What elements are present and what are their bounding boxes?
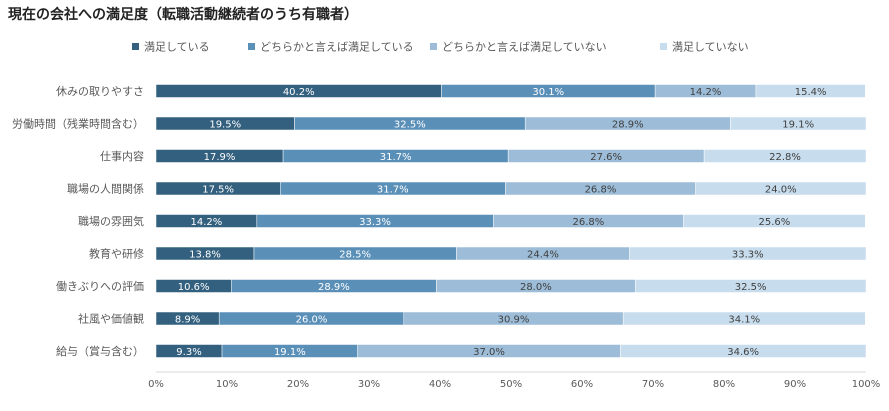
bar-segment (755, 84, 866, 98)
data-label: 9.3% (176, 347, 201, 358)
bar-segment (635, 279, 867, 293)
x-tick-label: 20% (287, 379, 309, 390)
legend-label-4: 満足していない (672, 41, 749, 54)
data-label: 24.0% (765, 184, 797, 195)
data-label: 33.3% (732, 249, 764, 260)
data-label: 31.7% (377, 184, 409, 195)
category-label: 働きぶりへの評価 (56, 279, 144, 293)
data-label: 22.8% (769, 152, 801, 163)
data-label: 34.1% (728, 314, 760, 325)
bar-segment (695, 181, 867, 196)
legend-swatch-1 (132, 43, 139, 50)
data-label: 26.0% (296, 314, 328, 325)
data-label: 31.7% (380, 152, 412, 163)
data-label: 10.6% (178, 282, 210, 293)
bar-segment (703, 149, 867, 163)
data-label: 34.6% (727, 347, 759, 358)
data-label: 13.8% (189, 249, 221, 260)
data-label: 37.0% (473, 347, 505, 358)
bar-segment (629, 246, 867, 261)
data-label: 40.2% (283, 87, 315, 98)
x-tick-label: 30% (358, 379, 380, 390)
legend-swatch-2 (248, 43, 255, 50)
category-label: 仕事内容 (100, 149, 144, 163)
data-label: 8.9% (175, 314, 200, 325)
data-label: 28.9% (318, 282, 350, 293)
data-label: 32.5% (394, 119, 426, 130)
category-label: 社風や価値観 (78, 312, 144, 326)
data-label: 28.0% (520, 282, 552, 293)
data-label: 28.5% (339, 249, 371, 260)
x-tick-label: 40% (429, 379, 451, 390)
data-label: 27.6% (590, 152, 622, 163)
data-label: 33.3% (359, 217, 391, 228)
category-label: 職場の人間関係 (67, 183, 144, 196)
data-label: 17.9% (204, 152, 236, 163)
x-tick-label: 60% (571, 379, 593, 390)
bar-segment (622, 311, 866, 326)
category-label: 職場の雰囲気 (78, 214, 144, 228)
bar-segment (730, 116, 867, 131)
legend-label-3: どちらかと言えば満足していない (442, 41, 607, 54)
chart-title: 現在の会社への満足度（転職活動継続者のうち有職者） (8, 7, 358, 23)
x-tick-label: 100% (852, 379, 881, 390)
legend-swatch-4 (660, 43, 667, 50)
data-label: 28.9% (612, 119, 644, 130)
bar-segment (683, 214, 866, 228)
legend-label-2: どちらかと言えば満足している (260, 41, 414, 54)
category-label: 給与（賞与含む） (56, 344, 144, 358)
data-label: 19.1% (274, 347, 306, 358)
category-label: 休みの取りやすさ (56, 85, 144, 98)
x-tick-label: 80% (713, 379, 735, 390)
legend-swatch-3 (430, 43, 437, 50)
data-label: 30.1% (532, 87, 564, 98)
x-tick-label: 70% (642, 379, 664, 390)
data-label: 32.5% (735, 282, 767, 293)
data-label: 19.5% (209, 119, 241, 130)
data-label: 26.8% (572, 217, 604, 228)
x-tick-label: 10% (216, 379, 238, 390)
x-tick-label: 0% (148, 379, 164, 390)
data-label: 26.8% (585, 184, 617, 195)
data-label: 25.6% (759, 217, 791, 228)
data-label: 17.5% (202, 184, 234, 195)
data-label: 30.9% (498, 314, 530, 325)
data-label: 15.4% (795, 87, 827, 98)
legend-label-1: 満足している (144, 41, 210, 54)
bar-segment (620, 344, 867, 358)
category-label: 労働時間（残業時間含む） (12, 117, 144, 131)
data-label: 14.2% (690, 87, 722, 98)
data-label: 24.4% (527, 249, 559, 260)
category-label: 教育や研修 (89, 247, 144, 261)
x-tick-label: 50% (500, 379, 522, 390)
data-label: 14.2% (191, 217, 223, 228)
data-label: 19.1% (782, 119, 814, 130)
x-tick-label: 90% (784, 379, 806, 390)
